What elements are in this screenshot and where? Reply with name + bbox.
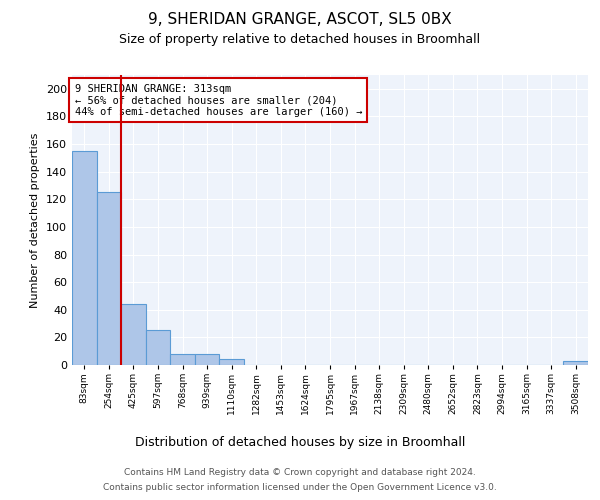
Bar	[195, 354, 220, 365]
Bar	[220, 360, 244, 365]
Bar	[97, 192, 121, 365]
Text: 9 SHERIDAN GRANGE: 313sqm
← 56% of detached houses are smaller (204)
44% of semi: 9 SHERIDAN GRANGE: 313sqm ← 56% of detac…	[74, 84, 362, 117]
Bar	[72, 151, 97, 365]
Text: Contains HM Land Registry data © Crown copyright and database right 2024.: Contains HM Land Registry data © Crown c…	[124, 468, 476, 477]
Bar	[121, 304, 146, 365]
Text: Contains public sector information licensed under the Open Government Licence v3: Contains public sector information licen…	[103, 483, 497, 492]
Y-axis label: Number of detached properties: Number of detached properties	[31, 132, 40, 308]
Bar	[146, 330, 170, 365]
Text: Size of property relative to detached houses in Broomhall: Size of property relative to detached ho…	[119, 32, 481, 46]
Bar	[563, 361, 588, 365]
Bar	[170, 354, 195, 365]
Text: Distribution of detached houses by size in Broomhall: Distribution of detached houses by size …	[135, 436, 465, 449]
Text: 9, SHERIDAN GRANGE, ASCOT, SL5 0BX: 9, SHERIDAN GRANGE, ASCOT, SL5 0BX	[148, 12, 452, 28]
